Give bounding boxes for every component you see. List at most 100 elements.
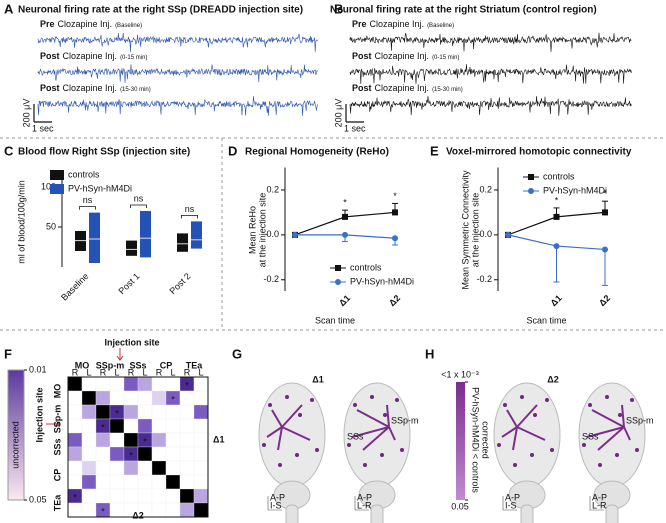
trace bbox=[349, 96, 632, 116]
bracket bbox=[181, 215, 198, 219]
connection bbox=[362, 426, 390, 451]
trace-label: Post Clozapine Inj. (15-30 min) bbox=[352, 83, 463, 93]
row-label: SSs bbox=[52, 438, 62, 455]
matrix-cell bbox=[137, 460, 153, 476]
matrix-cell bbox=[95, 432, 111, 448]
node bbox=[630, 398, 634, 402]
matrix-cell bbox=[109, 474, 125, 490]
panel-title: Δ1 bbox=[312, 374, 323, 384]
row-marker: Injection site bbox=[34, 387, 44, 442]
x-tick-label: Δ1 bbox=[548, 293, 563, 308]
y-axis-label: Mean ReHo bbox=[247, 206, 257, 254]
trace-label: Post Clozapine Inj. (0-15 min) bbox=[40, 51, 147, 61]
node bbox=[520, 395, 524, 399]
matrix-cell bbox=[151, 404, 167, 420]
connection bbox=[597, 426, 625, 451]
node bbox=[353, 403, 357, 407]
legend-swatch bbox=[50, 170, 64, 180]
scale-label: 200 μV bbox=[333, 99, 343, 128]
axis-icon-label: A-P bbox=[357, 492, 372, 502]
matrix-cell bbox=[109, 432, 125, 448]
trace-label: Post Clozapine Inj. (0-15 min) bbox=[352, 51, 459, 61]
legend-label: PV-hSyn-hM4Di bbox=[68, 183, 132, 193]
matrix-cell bbox=[81, 502, 97, 518]
matrix-cell bbox=[193, 446, 209, 462]
colorbar bbox=[7, 369, 25, 501]
side-label: L bbox=[170, 367, 175, 377]
trace-label: Pre Clozapine Inj. (Baseline) bbox=[40, 19, 142, 29]
node bbox=[582, 443, 586, 447]
star: * bbox=[73, 492, 77, 502]
colorbar-tick-label: 0.05 bbox=[29, 494, 47, 504]
matrix-cell bbox=[137, 488, 153, 504]
axis-icon-label: A-P bbox=[270, 492, 285, 502]
matrix-cell bbox=[165, 502, 181, 518]
axis-icon-label: A-P bbox=[505, 492, 520, 502]
connection bbox=[386, 404, 390, 428]
trace-label: Post Clozapine Inj. (15-30 min) bbox=[40, 83, 151, 93]
node bbox=[635, 448, 639, 452]
matrix-cell bbox=[81, 404, 97, 420]
connection bbox=[516, 404, 538, 428]
side-label: L bbox=[142, 367, 147, 377]
y-axis-label: ml of blood/100g/min bbox=[16, 180, 26, 264]
column-label: SSs bbox=[129, 360, 146, 370]
matrix-cell bbox=[179, 502, 195, 518]
legend-label: PV-hSyn-hM4Di bbox=[350, 276, 414, 286]
brainstem bbox=[605, 504, 619, 523]
region-label: SSs bbox=[582, 431, 599, 441]
y-tick-label: 0.2 bbox=[266, 184, 279, 194]
colorbar-tick-label: 0.05 bbox=[451, 501, 469, 511]
colorbar-tick-label: 0.01 bbox=[29, 364, 47, 374]
node bbox=[400, 448, 404, 452]
connection bbox=[501, 426, 518, 438]
connection bbox=[281, 426, 311, 441]
y-tick-label: -0.2 bbox=[476, 274, 492, 284]
legend-label: PV-hSyn-hM4Di bbox=[543, 185, 607, 195]
node bbox=[497, 443, 501, 447]
significance: * bbox=[555, 195, 559, 205]
connection bbox=[621, 404, 625, 428]
matrix-cell bbox=[151, 446, 167, 462]
delta-label: Δ1 bbox=[213, 434, 224, 444]
matrix-cell bbox=[193, 502, 209, 518]
x-tick-label: Baseline bbox=[59, 271, 90, 302]
node bbox=[315, 448, 319, 452]
trace-label-note: (15-30 min) bbox=[120, 87, 151, 93]
matrix-cell bbox=[95, 446, 111, 462]
x-tick-label: Δ2 bbox=[387, 293, 402, 308]
star: * bbox=[129, 450, 133, 460]
panel-letter: A bbox=[4, 1, 14, 16]
matrix-cell bbox=[123, 376, 139, 392]
matrix-cell bbox=[179, 404, 195, 420]
trace-label-text: Clozapine Inj. bbox=[370, 19, 425, 29]
node bbox=[383, 413, 387, 417]
matrix-cell bbox=[81, 488, 97, 504]
matrix-cell bbox=[95, 488, 111, 504]
matrix-cell bbox=[193, 460, 209, 476]
legend-marker bbox=[335, 279, 341, 285]
matrix-cell bbox=[67, 432, 83, 448]
matrix-cell bbox=[179, 432, 195, 448]
connection bbox=[266, 426, 283, 438]
matrix-cell bbox=[81, 418, 97, 434]
point bbox=[553, 213, 560, 220]
matrix-cell bbox=[67, 376, 83, 392]
matrix-cell bbox=[151, 488, 167, 504]
matrix-cell bbox=[179, 390, 195, 406]
connection bbox=[351, 426, 390, 438]
axis-icon bbox=[502, 496, 517, 511]
matrix-cell bbox=[151, 502, 167, 518]
legend-label: controls bbox=[68, 169, 100, 179]
colorbar bbox=[456, 382, 465, 500]
x-tick-label: Post 2 bbox=[167, 271, 192, 296]
star: * bbox=[185, 380, 189, 390]
column-label: SSp-m bbox=[96, 360, 125, 370]
node bbox=[363, 463, 367, 467]
box bbox=[89, 212, 100, 263]
row-label: CP bbox=[52, 469, 62, 482]
annotation: ns bbox=[83, 195, 93, 205]
matrix-cell bbox=[137, 474, 153, 490]
row-label: MO bbox=[52, 384, 62, 399]
